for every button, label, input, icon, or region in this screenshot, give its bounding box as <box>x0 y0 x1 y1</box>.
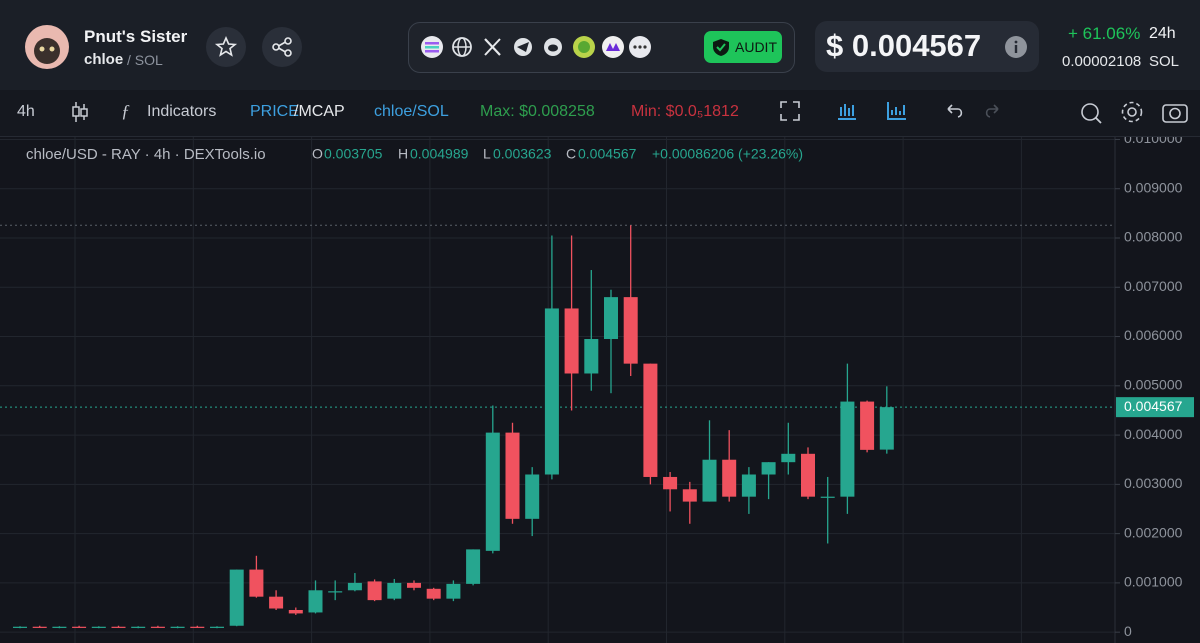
legend-l: L <box>483 146 491 162</box>
header: Pnut's Sister chloe / SOL AUDIT $ 0.0045… <box>0 0 1200 90</box>
candle-body <box>860 401 875 450</box>
legend-l-value: 0.003623 <box>493 146 552 162</box>
change-period: 24h <box>1149 25 1176 42</box>
candle-body <box>820 496 835 498</box>
chart-background <box>0 137 1200 643</box>
candle-body <box>485 432 500 551</box>
candle-type-icon[interactable] <box>70 100 90 124</box>
candle-body <box>131 626 146 628</box>
candle-body <box>190 626 205 628</box>
y-tick-label: 0 <box>1124 623 1132 639</box>
price-box <box>815 21 1039 72</box>
toolbar: 4h ƒ Indicators PRICE /MCAP chloe/SOL Ma… <box>0 90 1200 137</box>
candle-body <box>210 626 224 628</box>
candle-body <box>623 297 638 364</box>
candle-body <box>564 308 579 374</box>
y-tick-label: 0.010000 <box>1124 137 1183 146</box>
candle-body <box>761 462 776 475</box>
fx-icon[interactable]: ƒ <box>121 101 130 121</box>
social-icons[interactable] <box>420 35 655 59</box>
pair-toggle[interactable]: chloe/SOL <box>374 103 449 120</box>
candle-body <box>347 582 362 591</box>
price-sol: 0.00002108 <box>1062 53 1142 70</box>
token-pair: / SOL <box>127 52 163 68</box>
candle-body <box>663 476 678 490</box>
candle-body <box>387 582 402 599</box>
avatar <box>25 25 69 69</box>
token-name: Pnut's Sister <box>84 27 188 46</box>
candle-body <box>584 339 599 374</box>
candle-body <box>840 401 855 497</box>
candle-body <box>91 626 106 628</box>
sol-unit: SOL <box>1149 53 1180 70</box>
candle-body <box>229 569 244 626</box>
candle-body <box>781 453 796 463</box>
price-toggle[interactable]: PRICE <box>250 103 299 120</box>
audit-button[interactable]: AUDIT <box>704 31 782 63</box>
candle-body <box>643 363 658 477</box>
y-tick-label: 0.003000 <box>1124 475 1183 491</box>
candle-body <box>525 474 540 519</box>
candle-body <box>111 626 126 628</box>
candle-body <box>328 591 343 593</box>
candle-body <box>505 432 520 519</box>
price-change: + 61.06% <box>1068 24 1141 43</box>
candle-body <box>879 407 894 450</box>
legend-h-value: 0.004989 <box>410 146 469 162</box>
y-tick-label: 0.004000 <box>1124 426 1183 442</box>
token-symbol: chloe <box>84 51 124 68</box>
info-icon[interactable] <box>1005 36 1027 58</box>
max-price: Max: $0.008258 <box>480 103 595 120</box>
y-tick-label: 0.002000 <box>1124 524 1183 540</box>
candle-body <box>249 569 264 597</box>
candle-body <box>308 590 323 613</box>
candle-body <box>150 626 165 628</box>
candle-body <box>446 583 461 599</box>
price-chart: 0 0.001000 0.002000 0.003000 0.004000 0.00500… <box>0 137 1200 643</box>
mcap-toggle[interactable]: /MCAP <box>294 103 345 120</box>
indicators[interactable]: Indicators <box>147 103 217 120</box>
header-buttons[interactable] <box>206 27 302 67</box>
candle-body <box>32 626 47 628</box>
candle-body <box>269 596 284 609</box>
candle-body <box>741 474 756 497</box>
candle-body <box>288 609 303 614</box>
toolbar-icons[interactable] <box>778 99 1198 127</box>
candle-body <box>52 626 67 628</box>
legend-change: +0.00086206 (+23.26%) <box>652 146 803 162</box>
interval[interactable]: 4h <box>17 103 35 120</box>
price: $ 0.004567 <box>826 28 982 63</box>
y-tick-label: 0.008000 <box>1124 229 1183 245</box>
candle-body <box>426 588 441 599</box>
candle-body <box>801 453 815 497</box>
y-tick-label: 0.009000 <box>1124 179 1183 195</box>
audit-label: AUDIT <box>735 39 777 55</box>
candle-body <box>702 459 717 502</box>
candle-body <box>544 308 559 475</box>
candle-body <box>466 549 481 584</box>
legend-h: H <box>398 146 408 162</box>
candle-body <box>722 459 737 497</box>
min-price: Min: $0.0₅1812 <box>631 103 739 120</box>
candle-body <box>170 626 185 628</box>
y-tick-label: 0.006000 <box>1124 327 1183 343</box>
shield-icon <box>713 39 729 56</box>
legend-o: O <box>312 146 323 162</box>
legend-o-value: 0.003705 <box>324 146 383 162</box>
candle-body <box>13 626 27 628</box>
y-tick-label: 0.007000 <box>1124 278 1183 294</box>
legend-title: chloe/USD - RAY · 4h · DEXTools.io <box>26 146 266 163</box>
last-price-label: 0.004567 <box>1124 398 1183 414</box>
last-price-tag <box>1116 397 1194 418</box>
candle-body <box>407 582 421 588</box>
y-tick-label: 0.005000 <box>1124 377 1183 393</box>
y-tick-label: 0.001000 <box>1124 574 1183 590</box>
candle-body <box>367 581 382 601</box>
candle-body <box>604 297 618 340</box>
candle-body <box>682 489 697 502</box>
candle-body <box>72 626 87 628</box>
legend-c: C <box>566 146 576 162</box>
legend-c-value: 0.004567 <box>578 146 637 162</box>
